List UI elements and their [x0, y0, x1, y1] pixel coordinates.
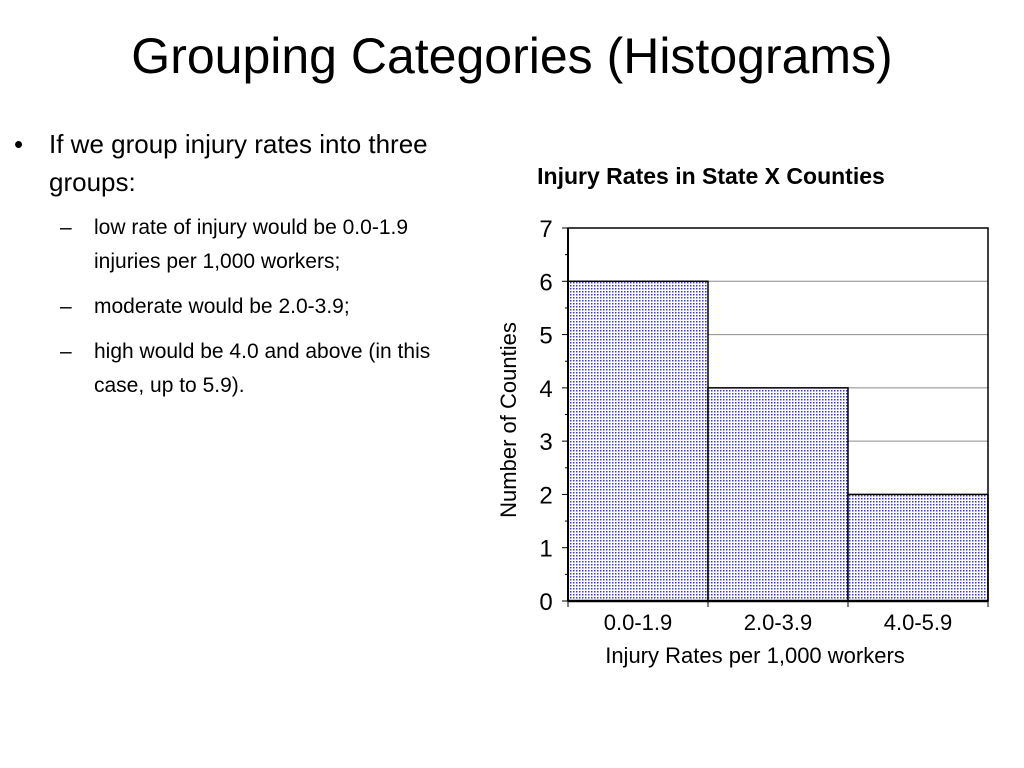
sub-bullet-text: low rate of injury would be 0.0-1.9 inju… [94, 216, 409, 274]
bullet-marker: • [14, 129, 24, 159]
sub-bullet-item: – low rate of injury would be 0.0-1.9 in… [60, 211, 474, 279]
y-tick-label: 6 [539, 269, 552, 296]
y-tick-label: 3 [539, 429, 552, 456]
chart-title: Injury Rates in State X Counties [537, 163, 885, 189]
bullet-item: • If we group injury rates into three gr… [14, 126, 474, 201]
x-tick-label: 2.0-3.9 [744, 610, 813, 635]
histogram-bar [707, 387, 849, 602]
y-axis-label: Number of Counties [496, 322, 521, 518]
sub-bullet-list: – low rate of injury would be 0.0-1.9 in… [60, 211, 474, 403]
sub-bullet-text: moderate would be 2.0-3.9; [94, 295, 350, 319]
sub-bullet-text: high would be 4.0 and above (in this cas… [94, 340, 431, 398]
y-tick-label: 5 [539, 323, 552, 350]
histogram-bar [567, 280, 709, 602]
y-tick-label: 7 [539, 216, 552, 243]
sub-bullet-item: – high would be 4.0 and above (in this c… [60, 335, 474, 403]
sub-bullet-marker: – [60, 295, 72, 319]
sub-bullet-marker: – [60, 216, 72, 240]
y-tick-label: 2 [539, 482, 552, 509]
y-tick-label: 0 [539, 589, 552, 616]
bullet-list: • If we group injury rates into three gr… [14, 126, 474, 414]
y-tick-label: 1 [539, 536, 552, 563]
slide-title: Grouping Categories (Histograms) [131, 28, 893, 84]
x-tick-label: 0.0-1.9 [604, 610, 673, 635]
x-tick-label: 4.0-5.9 [884, 610, 953, 635]
bullet-text: If we group injury rates into three grou… [49, 129, 428, 197]
histogram-bar [847, 493, 989, 602]
x-axis-label: Injury Rates per 1,000 workers [605, 643, 905, 668]
sub-bullet-marker: – [60, 340, 72, 364]
sub-bullet-item: – moderate would be 2.0-3.9; [60, 290, 474, 324]
y-tick-label: 4 [539, 376, 552, 403]
